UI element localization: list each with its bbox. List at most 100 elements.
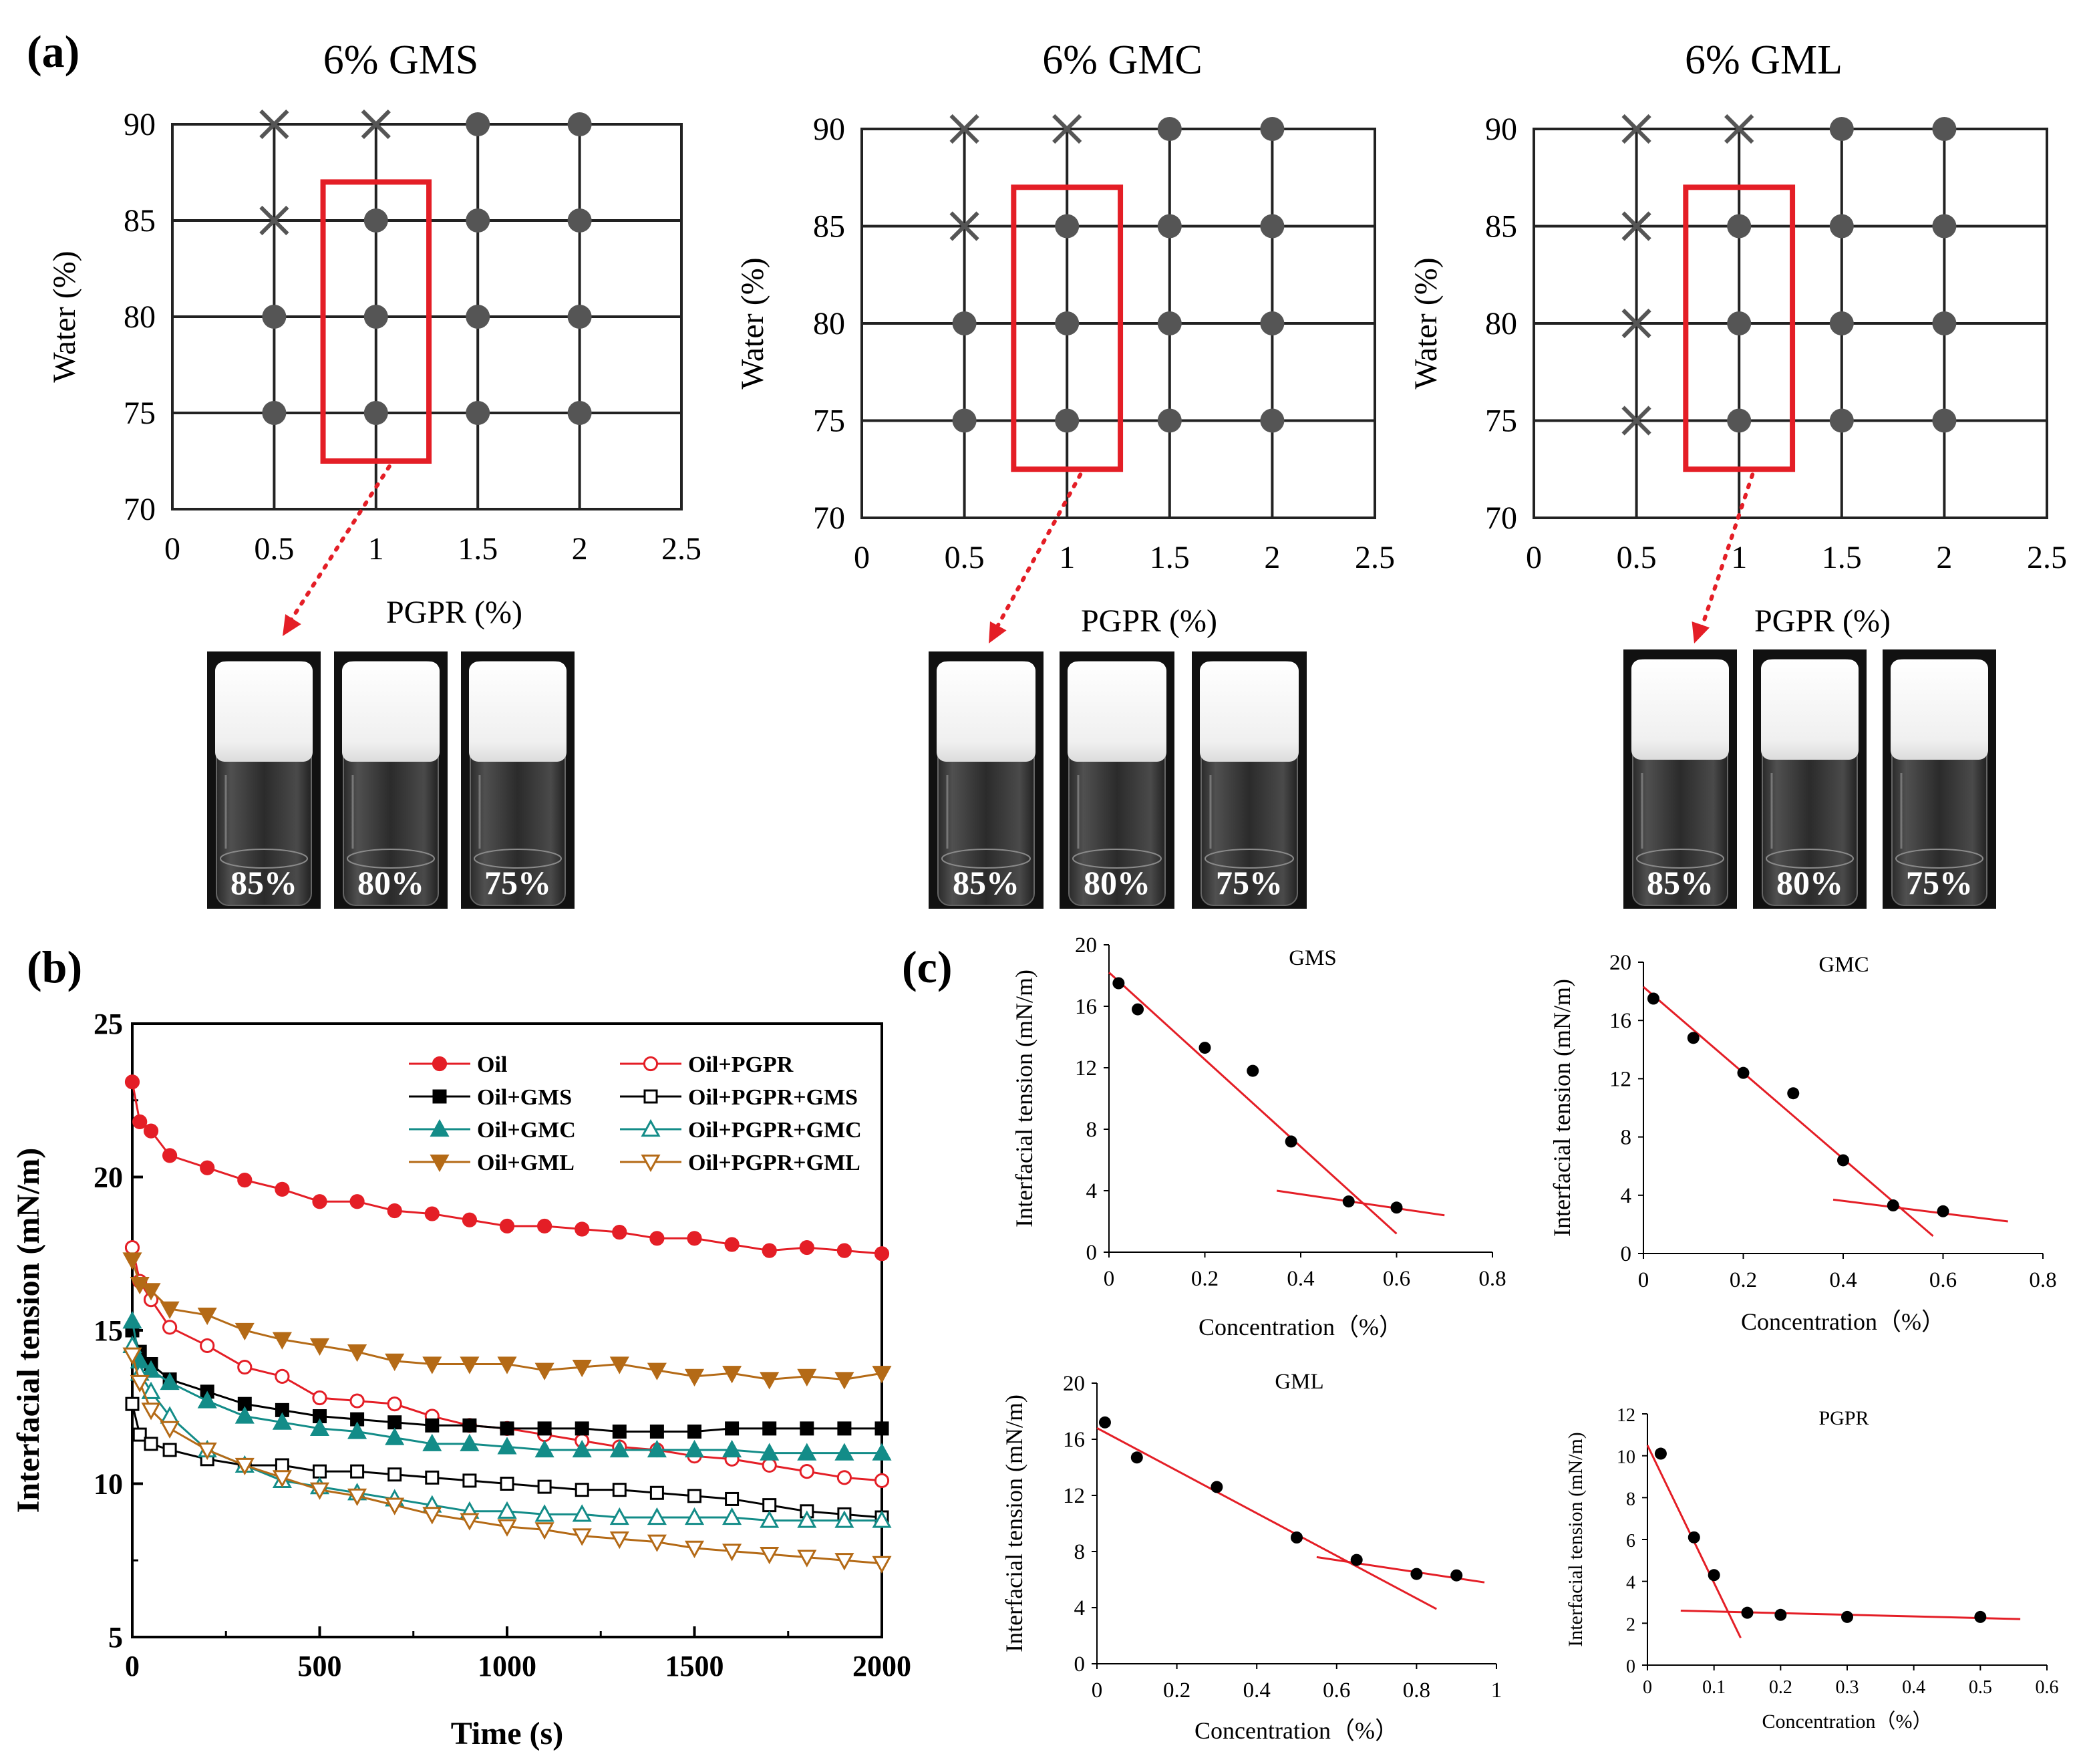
data-point bbox=[647, 1534, 667, 1552]
data-point bbox=[1741, 1606, 1754, 1619]
y-tick-label: 0 bbox=[1074, 1652, 1086, 1676]
jar-bottom-rim bbox=[1636, 849, 1724, 869]
data-point bbox=[722, 1439, 742, 1458]
x-tick-label: 0.5 bbox=[254, 531, 294, 567]
x-tick-label: 0.5 bbox=[1969, 1677, 1992, 1698]
data-point bbox=[125, 1396, 140, 1411]
arrow-head bbox=[989, 621, 1007, 643]
legend-marker bbox=[430, 1119, 450, 1137]
data-point bbox=[1291, 1531, 1303, 1544]
legend-label: Oil+GMS bbox=[477, 1085, 572, 1110]
x-tick-label: 0.3 bbox=[1836, 1677, 1859, 1698]
y-tick-label: 4 bbox=[1086, 1179, 1098, 1203]
stable-point bbox=[567, 305, 592, 329]
panel-c-gms-chart: 0 0.2 0.4 0.6 0.8 0 4 8 12 16 20 GMS Concentration（%… bbox=[1011, 933, 1506, 1340]
chart-title: 6% GML bbox=[1685, 37, 1843, 83]
data-point bbox=[834, 1372, 854, 1390]
data-point bbox=[836, 1243, 852, 1258]
x-tick-label: 0.8 bbox=[1403, 1678, 1430, 1703]
x-tick-label: 0.8 bbox=[1478, 1267, 1506, 1291]
data-point bbox=[309, 1482, 330, 1500]
data-point bbox=[874, 1421, 889, 1436]
y-tick-label: 5 bbox=[108, 1621, 123, 1654]
data-point bbox=[534, 1504, 554, 1522]
x-tick-label: 0.4 bbox=[1287, 1267, 1314, 1291]
panel-a: 6% GMS 0 0.5 1 1.5 2 2.5 70 75 80 85 90 PGPR (%) Wate… bbox=[47, 37, 2067, 909]
data-point bbox=[309, 1418, 330, 1436]
data-point bbox=[647, 1362, 667, 1380]
data-point bbox=[1410, 1568, 1423, 1580]
data-point bbox=[122, 1311, 142, 1329]
data-point bbox=[347, 1488, 367, 1506]
jar-photos: 85% 80% 75% 85% 80% 75% 85% 80% 75% bbox=[207, 649, 1996, 909]
x-tick-label: 1 bbox=[1059, 540, 1075, 575]
jar-bottom-rim bbox=[220, 849, 308, 869]
legend-label: Oil+PGPR bbox=[688, 1052, 794, 1077]
x-tick-label: 2 bbox=[572, 531, 588, 567]
stable-point bbox=[363, 208, 388, 233]
jar-photo: 85% bbox=[929, 651, 1044, 909]
emulsion-gel bbox=[1761, 659, 1859, 760]
y-tick-label: 4 bbox=[1621, 1184, 1632, 1208]
y-tick-label: 0 bbox=[1086, 1241, 1098, 1265]
stable-point bbox=[466, 208, 490, 233]
y-tick-label: 85 bbox=[813, 209, 845, 245]
grid-chart-gml: 6% GML 0 0.5 1 1.5 2 2.5 70 75 80 85 90 PGPR (%) Wate… bbox=[1408, 37, 2067, 643]
data-point bbox=[422, 1433, 442, 1451]
data-point bbox=[275, 1458, 289, 1473]
stable-point bbox=[1157, 214, 1182, 239]
y-axis-label: Interfacial tension (mN/m) bbox=[1011, 970, 1037, 1227]
data-point bbox=[500, 1477, 514, 1491]
chart-title: GML bbox=[1275, 1370, 1323, 1394]
stable-point bbox=[1157, 117, 1182, 141]
panel-b-line-chart: 0 500 1000 1500 2000 5 10 15 20 25 Time (s) Interfa… bbox=[11, 1008, 911, 1751]
x-tick-label: 1.5 bbox=[458, 531, 498, 567]
stable-point bbox=[1260, 214, 1285, 239]
y-tick-label: 15 bbox=[94, 1314, 123, 1347]
data-point bbox=[385, 1497, 405, 1515]
x-tick-label: 1 bbox=[1731, 540, 1747, 575]
data-point bbox=[612, 1225, 627, 1240]
data-point bbox=[872, 1556, 892, 1574]
y-tick-label: 4 bbox=[1626, 1573, 1635, 1594]
data-point bbox=[537, 1218, 552, 1234]
jar-photo: 75% bbox=[461, 651, 575, 909]
chart-title: PGPR bbox=[1818, 1407, 1869, 1429]
data-point bbox=[534, 1522, 554, 1540]
y-tick-label: 80 bbox=[1485, 306, 1517, 341]
data-point bbox=[874, 1246, 890, 1262]
photo-label: 80% bbox=[1084, 864, 1150, 901]
data-point bbox=[124, 1074, 140, 1090]
panel-c-pgpr-chart: 0 0.1 0.2 0.3 0.4 0.5 0.6 0 2 4 6 8 10 12 PGPR Concentr… bbox=[1565, 1405, 2059, 1733]
data-point bbox=[387, 1415, 402, 1430]
data-point bbox=[1211, 1481, 1223, 1493]
series-oil-gmc: Oil+GMC bbox=[122, 1118, 892, 1461]
unstable-point bbox=[949, 211, 979, 241]
data-point bbox=[1350, 1554, 1363, 1566]
legend-label: Oil bbox=[477, 1052, 507, 1077]
unstable-point bbox=[361, 109, 391, 140]
y-tick-label: 20 bbox=[1063, 1372, 1085, 1396]
x-tick-label: 1000 bbox=[478, 1650, 536, 1682]
data-point bbox=[462, 1473, 477, 1488]
x-tick-label: 0.2 bbox=[1163, 1678, 1190, 1703]
data-point bbox=[124, 1239, 140, 1256]
x-axis-label: PGPR (%) bbox=[386, 595, 522, 630]
series-oil-pgpr-gml: Oil+PGPR+GML bbox=[122, 1151, 892, 1574]
photo-label: 85% bbox=[230, 864, 297, 901]
x-tick-label: 0.4 bbox=[1902, 1677, 1925, 1698]
data-point bbox=[724, 1237, 740, 1252]
x-tick-label: 0.2 bbox=[1191, 1267, 1219, 1291]
data-point bbox=[499, 1218, 515, 1234]
stable-point bbox=[1829, 311, 1854, 335]
data-point bbox=[725, 1421, 740, 1436]
x-axis-label: PGPR (%) bbox=[1081, 603, 1217, 639]
legend-marker bbox=[430, 1154, 450, 1173]
x-tick-label: 0 bbox=[854, 540, 870, 575]
data-point bbox=[312, 1194, 327, 1209]
photo-label: 75% bbox=[1906, 864, 1973, 901]
data-point bbox=[797, 1368, 817, 1386]
data-point bbox=[1841, 1610, 1853, 1623]
x-axis-label: Concentration（%） bbox=[1198, 1314, 1403, 1340]
x-tick-label: 0 bbox=[1643, 1677, 1652, 1698]
